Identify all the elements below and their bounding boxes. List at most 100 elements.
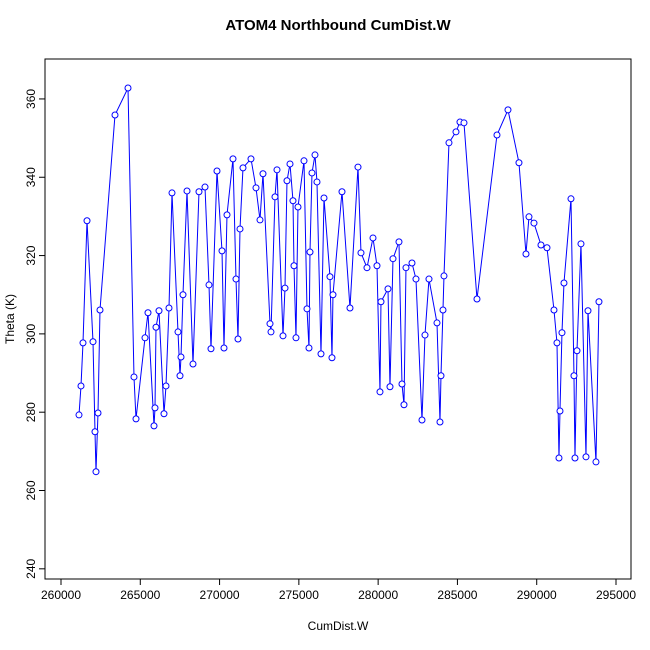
point (452, 128, 460, 136)
point (389, 255, 397, 263)
point (223, 211, 231, 219)
point (160, 410, 168, 418)
point (165, 304, 173, 312)
point (592, 458, 600, 466)
point (433, 319, 441, 327)
point (308, 169, 316, 177)
point (311, 151, 319, 159)
point (376, 388, 384, 396)
point (537, 241, 545, 249)
point (543, 244, 551, 252)
point (79, 339, 87, 347)
point (584, 307, 592, 315)
point (556, 407, 564, 415)
x-tick-label: 295000 (596, 588, 636, 602)
x-tick-label: 275000 (279, 588, 319, 602)
point (195, 188, 203, 196)
point (522, 250, 530, 258)
point (77, 382, 85, 390)
point (234, 335, 242, 343)
point (436, 418, 444, 426)
point (317, 350, 325, 358)
point (328, 354, 336, 362)
point (386, 383, 394, 391)
point (493, 131, 501, 139)
point (94, 409, 102, 417)
point (267, 328, 275, 336)
point (266, 320, 274, 328)
point (571, 454, 579, 462)
point (504, 106, 512, 114)
point (152, 323, 160, 331)
point (232, 275, 240, 283)
point (256, 216, 264, 224)
point (525, 213, 533, 221)
point (162, 382, 170, 390)
point (213, 167, 221, 175)
y-tick-label: 260 (24, 480, 38, 500)
point (273, 166, 281, 174)
point (279, 332, 287, 340)
point (369, 234, 377, 242)
point (300, 157, 308, 165)
point (354, 163, 362, 171)
y-tick-label: 280 (24, 402, 38, 422)
point (155, 307, 163, 315)
point (294, 203, 302, 211)
x-tick-label: 290000 (517, 588, 557, 602)
point (553, 339, 561, 347)
point (408, 259, 416, 267)
point (445, 139, 453, 147)
point (290, 262, 298, 270)
point (174, 328, 182, 336)
point (329, 291, 337, 299)
point (151, 404, 159, 412)
point (550, 306, 558, 314)
point (286, 160, 294, 168)
point (83, 217, 91, 225)
point (92, 468, 100, 476)
point (303, 305, 311, 313)
point (205, 281, 213, 289)
point (473, 295, 481, 303)
point (305, 344, 313, 352)
x-tick-label: 260000 (41, 588, 81, 602)
point (259, 170, 267, 178)
point (573, 347, 581, 355)
point (236, 225, 244, 233)
point (91, 428, 99, 436)
point (306, 248, 314, 256)
x-tick-label: 270000 (200, 588, 240, 602)
point (179, 291, 187, 299)
y-tick-label: 320 (24, 245, 38, 265)
point (247, 155, 255, 163)
point (75, 411, 83, 419)
point (567, 195, 575, 203)
point (132, 415, 140, 423)
point (313, 178, 321, 186)
y-tick-label: 340 (24, 167, 38, 187)
point (421, 331, 429, 339)
point (373, 262, 381, 270)
point (220, 344, 228, 352)
point (437, 372, 445, 380)
point (582, 453, 590, 461)
point (271, 193, 279, 201)
point (412, 275, 420, 283)
y-tick-label: 240 (24, 558, 38, 578)
point (229, 155, 237, 163)
point (177, 353, 185, 361)
point (402, 264, 410, 272)
point (144, 309, 152, 317)
point (395, 238, 403, 246)
point (460, 119, 468, 127)
point (570, 372, 578, 380)
point (595, 298, 603, 306)
point (384, 285, 392, 293)
point (363, 264, 371, 272)
point (346, 304, 354, 312)
x-tick-label: 280000 (358, 588, 398, 602)
point (252, 184, 260, 192)
point (130, 373, 138, 381)
y-tick-label: 300 (24, 324, 38, 344)
